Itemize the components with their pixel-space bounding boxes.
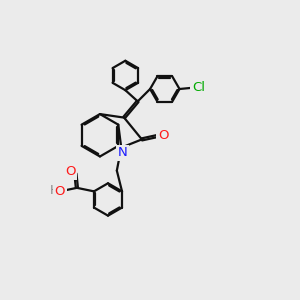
Text: O: O [158,129,169,142]
Text: Cl: Cl [192,81,205,94]
Text: O: O [65,165,75,178]
Text: N: N [118,146,127,159]
Text: H: H [50,184,59,197]
Text: O: O [55,184,65,198]
